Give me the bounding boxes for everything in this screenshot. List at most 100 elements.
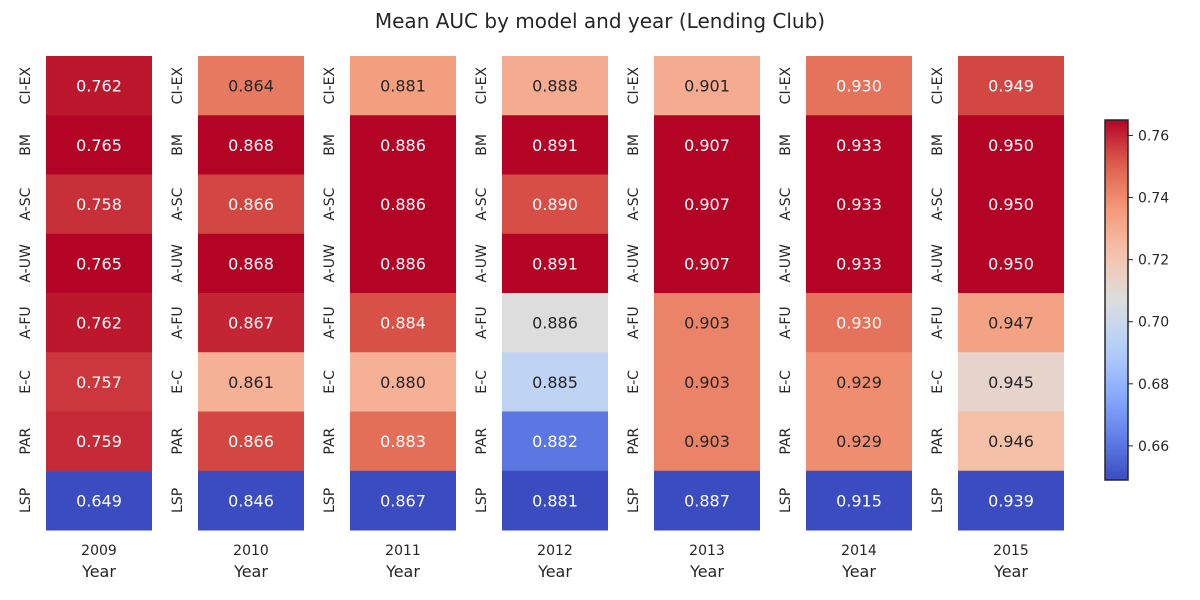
row-tick-label: CI-EX (322, 67, 338, 105)
row-tick-label: A-SC (930, 187, 946, 220)
cell-value-label: 0.881 (532, 491, 578, 510)
x-axis-label: Year (841, 562, 876, 581)
cell-value-label: 0.758 (76, 195, 122, 214)
row-tick-label: BM (778, 134, 794, 156)
row-tick-label: BM (930, 134, 946, 156)
heatmap-cell (806, 470, 912, 531)
colorbar-tick-label: 0.76 (1138, 129, 1169, 145)
cell-value-label: 0.649 (76, 491, 122, 510)
cell-value-label: 0.933 (836, 254, 882, 273)
heatmap-cell (350, 115, 456, 175)
cell-value-label: 0.947 (988, 314, 1034, 333)
row-tick-label: A-UW (626, 244, 642, 283)
heatmap-panels: 0.762 0.765 0.758 0.765 0.762 0.757 0.759 0.649… (18, 56, 1064, 581)
heatmap-cell (654, 411, 760, 472)
row-tick-label: LSP (474, 488, 490, 513)
heatmap-cell (46, 56, 152, 116)
colorbar-gradient (1104, 119, 1129, 481)
row-tick-label: A-SC (778, 187, 794, 220)
cell-value-label: 0.888 (532, 77, 578, 96)
heatmap-cell (654, 293, 760, 353)
row-tick-label: A-SC (18, 187, 34, 220)
heatmap-cell (806, 233, 912, 294)
heatmap-cell (350, 411, 456, 472)
heatmap-cell (654, 56, 760, 116)
heatmap-cell (958, 115, 1064, 175)
cell-value-label: 0.886 (380, 136, 426, 155)
heatmap-cell (198, 115, 304, 175)
row-tick-label: CI-EX (778, 67, 794, 105)
cell-value-label: 0.890 (532, 195, 578, 214)
row-tick-label: CI-EX (474, 67, 490, 105)
cell-value-label: 0.885 (532, 373, 578, 392)
cell-value-label: 0.868 (228, 136, 274, 155)
x-tick-label: 2015 (993, 543, 1029, 559)
row-tick-label: BM (626, 134, 642, 156)
heatmap-cell (198, 293, 304, 353)
row-tick-label: PAR (170, 427, 186, 454)
panel-2013: 0.901 0.907 0.907 0.907 0.903 0.903 0.903 0.887… (626, 56, 760, 581)
cell-value-label: 0.765 (76, 136, 122, 155)
row-tick-label: A-SC (170, 187, 186, 220)
cell-value-label: 0.929 (836, 432, 882, 451)
heatmap-cell (46, 411, 152, 472)
heatmap-cell (502, 293, 608, 353)
cell-value-label: 0.759 (76, 432, 122, 451)
row-tick-label: E-C (626, 370, 642, 394)
row-tick-label: E-C (930, 370, 946, 394)
cell-value-label: 0.946 (988, 432, 1034, 451)
heatmap-cell (806, 352, 912, 412)
row-tick-label: BM (170, 134, 186, 156)
heatmap-cell (46, 174, 152, 235)
row-tick-label: BM (474, 134, 490, 156)
cell-value-label: 0.762 (76, 314, 122, 333)
row-tick-label: CI-EX (18, 67, 34, 105)
heatmap-cell (502, 115, 608, 175)
row-tick-label: PAR (322, 427, 338, 454)
cell-value-label: 0.933 (836, 195, 882, 214)
x-tick-label: 2009 (81, 543, 117, 559)
row-tick-label: A-FU (322, 306, 338, 339)
row-tick-label: E-C (170, 370, 186, 394)
row-tick-label: A-SC (322, 187, 338, 220)
cell-value-label: 0.883 (380, 432, 426, 451)
cell-value-label: 0.886 (380, 195, 426, 214)
cell-value-label: 0.864 (228, 77, 274, 96)
cell-value-label: 0.949 (988, 77, 1034, 96)
cell-value-label: 0.903 (684, 432, 730, 451)
cell-value-label: 0.903 (684, 373, 730, 392)
cell-value-label: 0.886 (532, 314, 578, 333)
colorbar: 0.66 0.68 0.70 0.72 0.74 0.76 (1104, 119, 1169, 481)
panel-2015: 0.949 0.950 0.950 0.950 0.947 0.945 0.946 0.939… (930, 56, 1064, 581)
cell-value-label: 0.950 (988, 254, 1034, 273)
heatmap-cell (502, 411, 608, 472)
heatmap-cell (958, 56, 1064, 116)
x-tick-label: 2012 (537, 543, 573, 559)
heatmap-cell (198, 352, 304, 412)
cell-value-label: 0.881 (380, 77, 426, 96)
heatmap-cell (350, 233, 456, 294)
panel-2014: 0.930 0.933 0.933 0.933 0.930 0.929 0.929 0.915… (778, 56, 912, 581)
row-tick-label: E-C (474, 370, 490, 394)
heatmap-cell (654, 233, 760, 294)
row-tick-label: A-UW (474, 244, 490, 283)
x-axis-label: Year (81, 562, 116, 581)
row-tick-label: A-FU (474, 306, 490, 339)
row-tick-label: PAR (626, 427, 642, 454)
row-tick-label: CI-EX (170, 67, 186, 105)
row-tick-label: PAR (18, 427, 34, 454)
x-axis-label: Year (689, 562, 724, 581)
heatmap-cell (46, 293, 152, 353)
heatmap-cell (654, 470, 760, 531)
cell-value-label: 0.866 (228, 195, 274, 214)
row-tick-label: PAR (474, 427, 490, 454)
row-tick-label: LSP (170, 488, 186, 513)
heatmap-cell (198, 174, 304, 235)
colorbar-tick-label: 0.70 (1138, 315, 1169, 331)
cell-value-label: 0.882 (532, 432, 578, 451)
heatmap-cell (502, 174, 608, 235)
cell-value-label: 0.757 (76, 373, 122, 392)
heatmap-cell (806, 293, 912, 353)
x-tick-label: 2010 (233, 543, 269, 559)
heatmap-cell (958, 470, 1064, 531)
